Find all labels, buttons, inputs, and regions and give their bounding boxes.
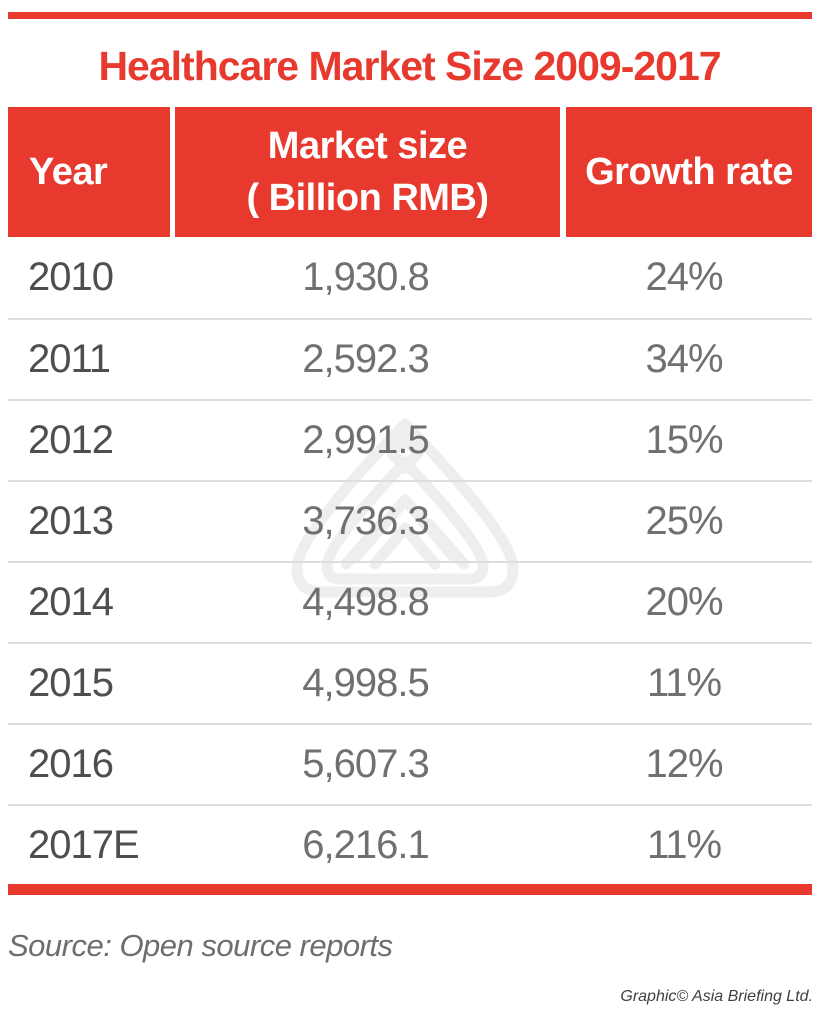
table-header-row: Year Market size ( Billion RMB) Growth r… <box>8 107 812 237</box>
header-cell-market-size: Market size ( Billion RMB) <box>175 107 560 237</box>
market-size-cell: 2,991.5 <box>302 418 429 462</box>
table-row: 2013 3,736.3 25% <box>8 480 812 561</box>
table-row: 2017E 6,216.1 11% <box>8 804 812 885</box>
year-cell: 2011 <box>28 337 111 381</box>
source-note: Source: Open source reports <box>8 928 393 963</box>
market-size-cell: 1,930.8 <box>302 255 429 299</box>
growth-rate-cell: 11% <box>646 661 722 705</box>
header-market-size-line1: Market size <box>267 125 468 167</box>
table-body: 2010 1,930.8 24% 2011 2,592.3 34% 2012 2… <box>8 237 812 885</box>
growth-rate-cell: 34% <box>645 337 723 381</box>
market-size-cell: 4,998.5 <box>302 661 429 705</box>
year-cell: 2012 <box>28 418 114 462</box>
growth-rate-cell: 15% <box>645 418 723 462</box>
year-cell: 2016 <box>28 742 114 786</box>
growth-rate-cell: 24% <box>645 255 723 299</box>
year-cell: 2010 <box>28 255 114 299</box>
header-cell-year: Year <box>8 107 170 237</box>
year-cell: 2017E <box>28 823 140 867</box>
market-size-cell: 3,736.3 <box>302 499 429 543</box>
growth-rate-cell: 25% <box>645 499 723 543</box>
market-size-cell: 2,592.3 <box>302 337 429 381</box>
growth-rate-cell: 20% <box>645 580 723 624</box>
market-size-cell: 4,498.8 <box>302 580 429 624</box>
table-row: 2012 2,991.5 15% <box>8 399 812 480</box>
header-cell-growth-rate: Growth rate <box>566 107 812 237</box>
market-size-cell: 5,607.3 <box>302 742 429 786</box>
table-row: 2016 5,607.3 12% <box>8 723 812 804</box>
market-size-cell: 6,216.1 <box>302 823 429 867</box>
credit-note: Graphic© Asia Briefing Ltd. <box>620 988 813 1005</box>
year-cell: 2014 <box>28 580 114 624</box>
table-row: 2014 4,498.8 20% <box>8 561 812 642</box>
top-accent-bar <box>8 12 812 19</box>
bottom-accent-bar <box>8 884 812 895</box>
table-row: 2015 4,998.5 11% <box>8 642 812 723</box>
asia-briefing-logo-watermark-icon <box>291 418 519 598</box>
year-cell: 2013 <box>28 499 114 543</box>
year-cell: 2015 <box>28 661 114 705</box>
table-row: 2010 1,930.8 24% <box>8 237 812 318</box>
page-title: Healthcare Market Size 2009-2017 <box>98 43 721 89</box>
header-year-label: Year <box>29 150 108 193</box>
header-market-size-line2: ( Billion RMB) <box>246 177 489 219</box>
table-row: 2011 2,592.3 34% <box>8 318 812 399</box>
growth-rate-cell: 11% <box>646 823 722 867</box>
growth-rate-cell: 12% <box>645 742 723 786</box>
header-growth-rate-label: Growth rate <box>585 150 793 193</box>
